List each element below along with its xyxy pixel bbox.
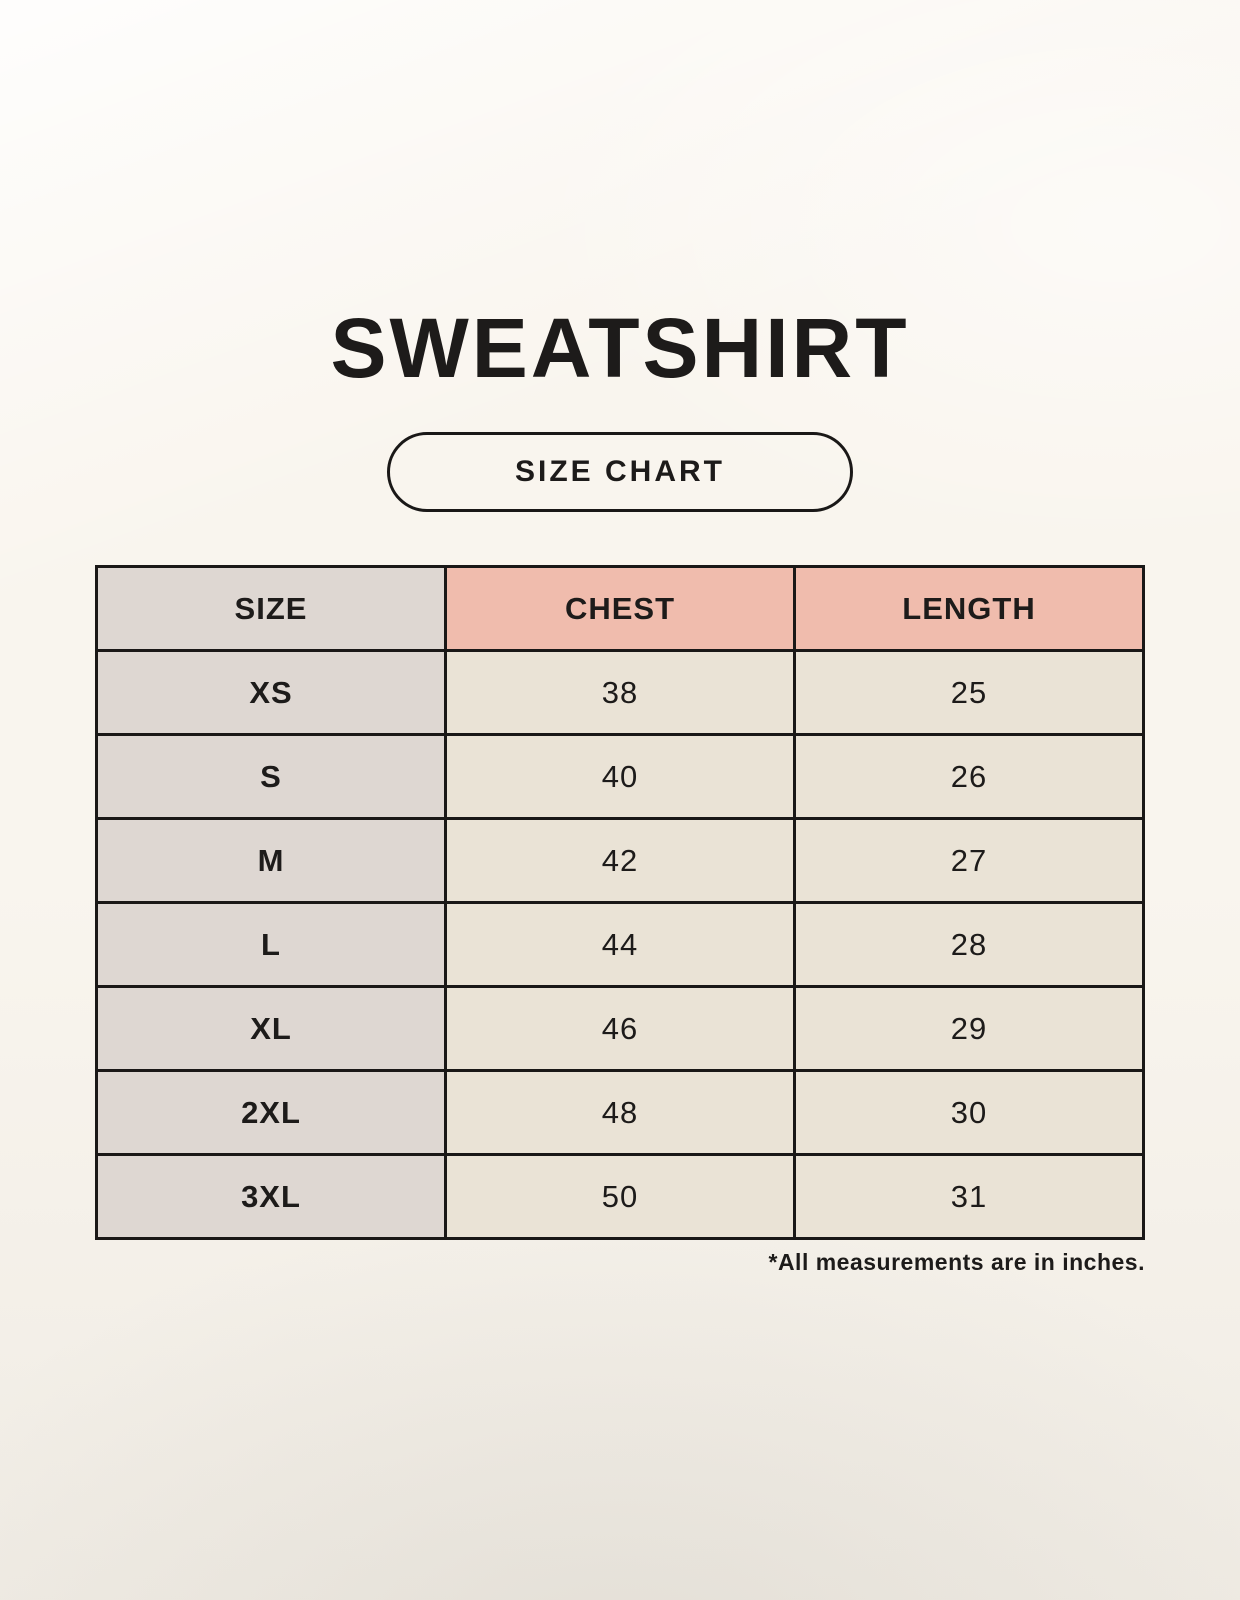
- column-header-chest: CHEST: [444, 565, 796, 652]
- table-row-xs: XS 38 25: [95, 649, 1145, 736]
- length-cell: 29: [793, 985, 1145, 1072]
- table-row-m: M 42 27: [95, 817, 1145, 904]
- chest-cell: 42: [444, 817, 796, 904]
- length-cell: 26: [793, 733, 1145, 820]
- size-chart-button[interactable]: SIZE CHART: [387, 432, 853, 512]
- length-cell: 27: [793, 817, 1145, 904]
- table-row-3xl: 3XL 50 31: [95, 1153, 1145, 1240]
- table-row-l: L 44 28: [95, 901, 1145, 988]
- page-title: SWEATSHIRT: [330, 301, 910, 395]
- chest-cell: 48: [444, 1069, 796, 1156]
- size-cell: XL: [95, 985, 447, 1072]
- table-row-s: S 40 26: [95, 733, 1145, 820]
- table-row-xl: XL 46 29: [95, 985, 1145, 1072]
- chest-cell: 40: [444, 733, 796, 820]
- column-header-size: SIZE: [95, 565, 447, 652]
- chest-cell: 50: [444, 1153, 796, 1240]
- size-chart-table: SIZE CHEST LENGTH XS 38 25 S 40 26 M 42 …: [95, 565, 1145, 1240]
- size-chart-page: SWEATSHIRT SIZE CHART SIZE CHEST LENGTH …: [95, 301, 1145, 1275]
- chest-cell: 38: [444, 649, 796, 736]
- chest-cell: 44: [444, 901, 796, 988]
- measurements-footnote: *All measurements are in inches.: [768, 1249, 1145, 1275]
- header-row: SIZE CHEST LENGTH: [95, 565, 1145, 652]
- table-body: XS 38 25 S 40 26 M 42 27 L 44 28 XL 46: [95, 649, 1145, 1240]
- size-cell: S: [95, 733, 447, 820]
- table-header: SIZE CHEST LENGTH: [95, 565, 1145, 652]
- length-cell: 25: [793, 649, 1145, 736]
- length-cell: 28: [793, 901, 1145, 988]
- size-cell: M: [95, 817, 447, 904]
- length-cell: 31: [793, 1153, 1145, 1240]
- size-cell: L: [95, 901, 447, 988]
- size-cell: 2XL: [95, 1069, 447, 1156]
- length-cell: 30: [793, 1069, 1145, 1156]
- chest-cell: 46: [444, 985, 796, 1072]
- column-header-length: LENGTH: [793, 565, 1145, 652]
- size-cell: XS: [95, 649, 447, 736]
- table-row-2xl: 2XL 48 30: [95, 1069, 1145, 1156]
- size-cell: 3XL: [95, 1153, 447, 1240]
